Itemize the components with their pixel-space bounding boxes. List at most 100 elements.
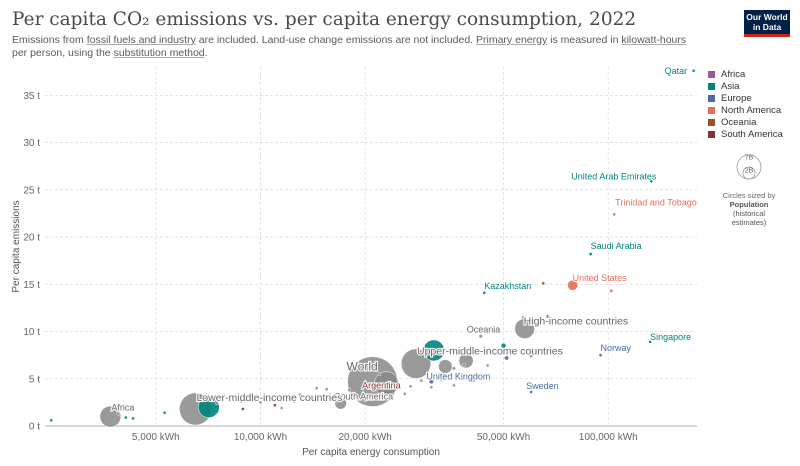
point-label: Norway (600, 343, 631, 353)
data-point[interactable] (423, 339, 445, 362)
data-point[interactable] (691, 68, 696, 73)
data-point[interactable] (500, 342, 507, 349)
data-point[interactable] (239, 399, 244, 404)
point-label: Qatar (665, 66, 688, 76)
point-label: United States (573, 273, 628, 283)
owid-logo[interactable]: Our World in Data (744, 10, 790, 37)
data-point[interactable] (567, 279, 578, 291)
kilowatt-hours-link[interactable]: kilowatt-hours (621, 34, 687, 46)
data-point[interactable] (298, 392, 302, 397)
data-point[interactable] (471, 378, 476, 383)
data-point[interactable] (363, 398, 368, 403)
data-point[interactable] (462, 362, 466, 367)
primary-energy-link[interactable]: Primary energy (476, 34, 548, 46)
data-point[interactable] (452, 383, 456, 388)
data-point[interactable] (521, 315, 526, 320)
legend-label: Europe (721, 92, 752, 104)
legend-item[interactable]: Europe (708, 92, 783, 104)
point-label: Lower-middle-income countries (196, 392, 342, 404)
data-point[interactable] (292, 399, 297, 404)
data-point[interactable] (373, 385, 379, 390)
data-point[interactable] (116, 411, 121, 416)
data-point[interactable] (529, 354, 533, 358)
legend-item[interactable]: Oceania (708, 116, 783, 128)
data-point[interactable] (408, 384, 413, 389)
y-tick-label: 5 t (29, 374, 40, 385)
data-point[interactable] (545, 314, 550, 319)
legend-item[interactable]: South America (708, 128, 783, 140)
legend-label: Oceania (721, 116, 757, 128)
data-point[interactable] (451, 366, 456, 371)
x-tick-label: 5,000 kWh (132, 432, 180, 443)
data-point[interactable] (598, 353, 603, 357)
data-point[interactable] (124, 415, 128, 420)
data-point[interactable] (334, 399, 338, 404)
data-point[interactable] (338, 394, 343, 399)
data-point[interactable] (419, 378, 424, 383)
data-point[interactable] (649, 179, 654, 184)
data-point[interactable] (374, 371, 399, 396)
data-point[interactable] (314, 386, 319, 391)
data-point[interactable] (609, 288, 614, 293)
data-point[interactable] (99, 405, 122, 428)
logo-bar (744, 34, 790, 37)
data-point[interactable] (529, 317, 533, 322)
data-point[interactable] (324, 387, 329, 392)
data-point[interactable] (504, 355, 509, 361)
legend: Africa Asia Europe North America Oceania Sout… (708, 68, 783, 140)
data-point[interactable] (612, 212, 617, 217)
legend-swatch (708, 70, 715, 78)
data-point[interactable] (648, 340, 653, 344)
data-point[interactable] (347, 388, 352, 392)
data-point[interactable] (482, 290, 487, 295)
data-point[interactable] (273, 403, 277, 408)
point-label: United Kingdom (426, 372, 490, 382)
data-point[interactable] (258, 400, 263, 405)
data-point[interactable] (485, 330, 490, 335)
point-label: United Arab Emirates (571, 171, 657, 181)
size-key-circles: 7B 2B (736, 155, 762, 180)
data-point[interactable] (429, 385, 434, 390)
legend-item[interactable]: North America (708, 104, 783, 116)
fossil-fuels-link[interactable]: fossil fuels and industry (86, 34, 196, 46)
point-label: Trinidad and Tobago (615, 197, 697, 207)
size-key-small-circle (742, 166, 756, 180)
point-label: World (347, 360, 378, 374)
data-point[interactable] (459, 374, 465, 380)
x-tick-label: 20,000 kWh (339, 432, 392, 443)
data-point[interactable] (402, 392, 407, 396)
data-point[interactable] (588, 252, 593, 256)
data-point[interactable] (377, 372, 382, 376)
size-key-caption-rest: (historical estimates) (731, 209, 767, 227)
data-point[interactable] (438, 359, 453, 374)
legend-item[interactable]: Africa (708, 68, 783, 80)
data-point[interactable] (541, 281, 546, 286)
size-key-caption-bold: Population (729, 200, 769, 209)
data-point[interactable] (162, 410, 167, 415)
data-point[interactable] (241, 407, 245, 411)
y-tick-label: 20 t (23, 233, 40, 244)
substitution-method-link[interactable]: substitution method (113, 47, 205, 59)
x-axis-title: Per capita energy consumption (302, 447, 440, 458)
y-tick-label: 30 t (23, 138, 40, 149)
data-point[interactable] (279, 406, 284, 410)
data-point[interactable] (49, 418, 54, 423)
subtitle-text: are included. Land-use change emissions … (195, 34, 477, 46)
size-key-big-label: 7B (745, 155, 754, 162)
point-label: South America (335, 391, 394, 401)
data-point[interactable] (131, 416, 135, 421)
y-tick-label: 25 t (23, 185, 40, 196)
data-point[interactable] (485, 363, 490, 368)
data-point[interactable] (428, 379, 434, 385)
data-point[interactable] (438, 377, 443, 382)
data-point[interactable] (215, 401, 219, 406)
size-key-caption: Circles sized by (722, 191, 776, 200)
data-point[interactable] (529, 390, 533, 394)
data-point[interactable] (478, 334, 483, 339)
legend-item[interactable]: Asia (708, 80, 783, 92)
data-point[interactable] (400, 348, 432, 379)
data-point[interactable] (198, 396, 220, 418)
legend-swatch (708, 94, 715, 102)
y-axis-title: Per capita emissions (11, 200, 22, 292)
